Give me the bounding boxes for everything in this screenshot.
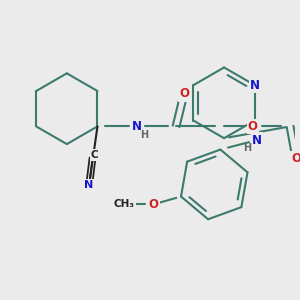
Text: H: H: [243, 143, 251, 153]
Text: N: N: [250, 79, 260, 92]
Text: N: N: [252, 134, 262, 147]
Text: O: O: [248, 120, 258, 133]
Text: N: N: [132, 120, 142, 133]
Text: C: C: [91, 150, 98, 160]
Text: N: N: [84, 180, 93, 190]
Text: CH₃: CH₃: [113, 200, 134, 209]
Text: O: O: [179, 88, 189, 100]
Text: H: H: [141, 130, 149, 140]
Text: O: O: [291, 152, 300, 165]
Text: O: O: [148, 198, 158, 211]
